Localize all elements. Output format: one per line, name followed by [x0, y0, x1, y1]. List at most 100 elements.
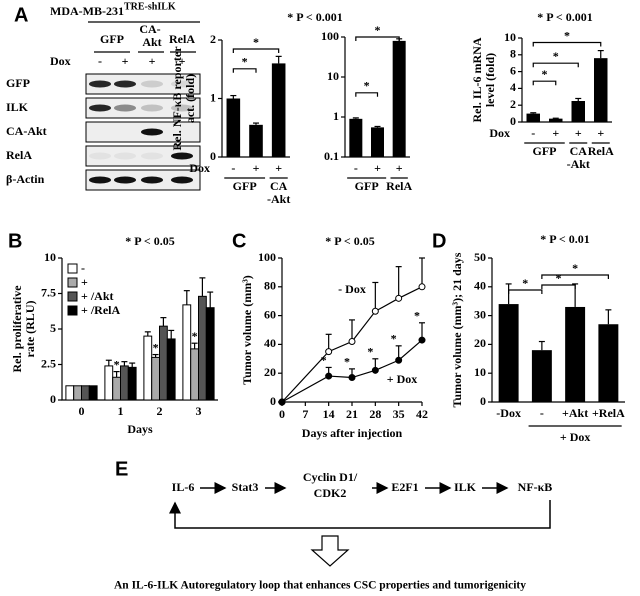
sig-mark: * — [367, 345, 373, 359]
x-tick-label: 21 — [346, 407, 358, 421]
group-label: RelA — [588, 144, 614, 158]
sig-bracket — [355, 36, 400, 41]
bar — [598, 324, 619, 402]
cell-line: MDA-MB-231 — [50, 4, 124, 18]
sig-mark: * — [375, 23, 381, 37]
y-tick-label: 1 — [333, 109, 339, 123]
x-axis-label: Days — [127, 422, 153, 436]
band — [141, 104, 163, 112]
x-tick-label: 3 — [196, 404, 202, 418]
bar — [127, 366, 137, 401]
x-tick-label: + — [597, 126, 604, 140]
node: Stat3 — [232, 480, 259, 494]
sig-mark: * — [391, 332, 397, 346]
sig-mark: * — [344, 355, 350, 369]
node: CDK2 — [314, 486, 347, 500]
y-tick-label: 40 — [474, 279, 486, 293]
y-axis-label: level (fold) — [483, 53, 497, 107]
band — [114, 80, 136, 88]
sig-mark: * — [242, 55, 248, 69]
point — [325, 372, 333, 380]
x-tick-label: + — [253, 161, 260, 175]
y-tick-label: 10 — [504, 30, 516, 44]
x-tick-label: - — [231, 161, 235, 175]
dox-sign: - — [98, 54, 102, 68]
panel-label: A — [14, 4, 28, 26]
bar — [190, 348, 199, 401]
blot-row-label: GFP — [6, 76, 30, 90]
line — [281, 339, 423, 403]
point — [395, 356, 403, 364]
node: E2F1 — [391, 480, 418, 494]
bar — [392, 40, 406, 157]
x-tick-label: 0 — [279, 407, 285, 421]
bar — [526, 113, 540, 122]
x-tick-label: 28 — [369, 407, 381, 421]
legend-swatch — [67, 277, 78, 288]
bar — [112, 376, 121, 401]
bar — [549, 118, 563, 122]
blot-strip — [85, 145, 201, 167]
bar — [166, 338, 176, 401]
sig-mark: * — [553, 49, 559, 63]
band — [89, 80, 111, 88]
y-tick-label: 30 — [474, 307, 486, 321]
bar — [143, 335, 153, 401]
sig-mark: * — [364, 79, 370, 93]
dox-sign: + — [179, 54, 186, 68]
sig-mark: * — [321, 353, 327, 367]
blot-strip — [85, 73, 201, 95]
sig-mark: * — [253, 35, 259, 49]
y-tick-label: 100 — [258, 250, 276, 264]
arrows — [169, 482, 551, 529]
bar — [498, 304, 519, 402]
construct: TRE-shILK — [124, 1, 176, 12]
bar — [271, 63, 286, 157]
blot-row-label: CA-Akt — [6, 124, 47, 138]
sig-bracket — [532, 41, 602, 47]
bar — [182, 304, 192, 401]
series-label: + Dox — [387, 372, 418, 386]
group-label: -Akt — [267, 192, 290, 206]
y-axis-label: Tumor volume (mm³); 21 days — [450, 252, 464, 407]
band — [171, 152, 193, 160]
y-axis-label: Tumor volume (mm³) — [240, 275, 254, 385]
y-tick-label: 7.5 — [41, 285, 56, 299]
y-tick-label: 50 — [474, 250, 486, 264]
point — [395, 294, 403, 302]
x-row-label: Dox — [489, 126, 510, 140]
x-axis-label: Days after injection — [302, 426, 403, 440]
x-tick-label: 35 — [393, 407, 405, 421]
sig-bracket — [232, 48, 280, 53]
band — [114, 152, 136, 160]
y-tick-label: 20 — [474, 336, 486, 350]
point — [418, 283, 426, 291]
y-axis-label: Rel. NF-κB reporter — [170, 46, 184, 151]
y-tick-label: 20 — [264, 365, 276, 379]
y-tick-label: 0 — [510, 114, 516, 128]
point — [348, 338, 356, 346]
band — [141, 176, 163, 184]
sig-bracket — [532, 62, 579, 68]
y-tick-label: 2 — [210, 32, 216, 46]
group-label: RelA — [386, 179, 412, 193]
point — [418, 336, 426, 344]
y-tick-label: 6 — [510, 63, 516, 77]
band — [141, 128, 163, 136]
x-tick-label: 42 — [416, 407, 428, 421]
panel-label: D — [432, 230, 446, 252]
node: IL-6 — [172, 480, 195, 494]
sig-mark: * — [153, 340, 159, 354]
y-tick-label: 40 — [264, 336, 276, 350]
y-tick-label: 2 — [510, 97, 516, 111]
sig-mark: * — [542, 67, 548, 81]
band — [89, 152, 111, 160]
band — [114, 176, 136, 184]
y-tick-label: 80 — [264, 279, 276, 293]
legend-label: + — [81, 275, 88, 289]
x-tick-label: 14 — [323, 407, 335, 421]
point — [325, 348, 333, 356]
x-tick-label: + — [396, 161, 403, 175]
conclusion: An IL-6-ILK Autoregulatory loop that enh… — [114, 580, 526, 592]
